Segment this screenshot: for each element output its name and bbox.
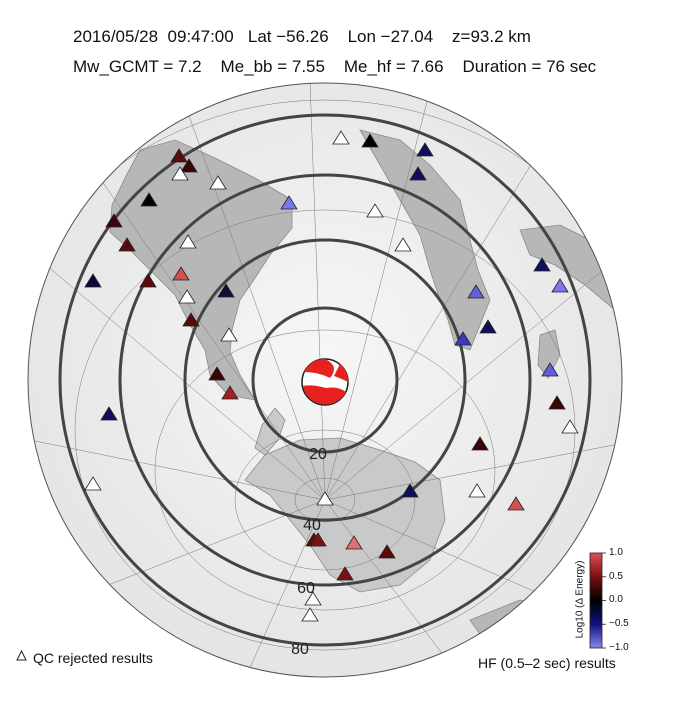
station-triangle-icon xyxy=(170,148,188,163)
station-triangle-icon xyxy=(179,234,197,249)
station-triangle-icon xyxy=(409,166,427,181)
station-triangle-icon xyxy=(180,158,198,173)
station-triangle-icon xyxy=(454,331,472,346)
station-triangle-icon xyxy=(172,266,190,281)
colorbar-tick: 1.0 xyxy=(609,547,623,558)
station-triangle-icon xyxy=(84,476,102,491)
ring-label-60: 60 xyxy=(297,580,315,597)
station-triangle-icon xyxy=(220,327,238,342)
station-triangle-icon xyxy=(366,203,384,218)
station-triangle-icon xyxy=(541,362,559,377)
station-triangle-icon xyxy=(280,195,298,210)
stations-layer xyxy=(84,130,579,622)
station-triangle-icon xyxy=(394,237,412,252)
station-triangle-icon xyxy=(345,535,363,550)
station-triangle-icon xyxy=(118,237,136,252)
station-triangle-icon xyxy=(140,192,158,207)
qc-legend-triangle-icon xyxy=(16,649,27,661)
ring-40 xyxy=(183,238,467,522)
colorbar-title: Log10 (Δ Energy) xyxy=(574,560,586,639)
hf-results-label: HF (0.5–2 sec) results xyxy=(478,655,616,671)
station-triangle-icon xyxy=(401,483,419,498)
station-triangle-icon xyxy=(105,213,123,228)
ring-80 xyxy=(58,113,592,647)
station-triangle-icon xyxy=(100,406,118,421)
station-triangle-icon xyxy=(361,133,379,148)
station-triangle-icon xyxy=(208,366,226,381)
ring-20 xyxy=(251,306,399,454)
station-triangle-icon xyxy=(217,283,235,298)
station-triangle-icon xyxy=(551,278,569,293)
globe-outline xyxy=(27,82,623,678)
ring-label-20: 20 xyxy=(309,446,327,463)
event-header-line2: Mw_GCMT = 7.2 Me_bb = 7.55 Me_hf = 7.66 … xyxy=(73,57,597,76)
station-triangle-icon xyxy=(507,496,525,511)
station-triangle-icon xyxy=(316,491,334,506)
land-madagascar xyxy=(537,329,561,379)
station-triangle-icon xyxy=(471,436,489,451)
station-triangle-icon xyxy=(178,289,196,304)
station-triangle-icon xyxy=(416,142,434,157)
colorbar xyxy=(589,552,603,649)
beachball-icon xyxy=(301,358,349,406)
colorbar-tick: 0.5 xyxy=(609,571,623,582)
station-triangle-icon xyxy=(304,591,322,606)
station-triangle-icon xyxy=(548,395,566,410)
ring-label-40: 40 xyxy=(303,517,321,534)
colorbar-tick: 0.0 xyxy=(609,594,623,605)
station-triangle-icon xyxy=(467,284,485,299)
event-header-line1: 2016/05/28 09:47:00 Lat −56.26 Lon −27.0… xyxy=(73,27,531,46)
station-triangle-icon xyxy=(182,312,200,327)
station-triangle-icon xyxy=(139,273,157,288)
station-triangle-icon xyxy=(309,532,327,547)
station-triangle-icon xyxy=(479,319,497,334)
station-triangle-icon xyxy=(84,273,102,288)
station-triangle-icon xyxy=(561,419,579,434)
station-triangle-icon xyxy=(171,166,189,181)
station-triangle-icon xyxy=(209,175,227,190)
ring-60 xyxy=(118,173,532,587)
station-triangle-icon xyxy=(336,566,354,581)
qc-legend-label: QC rejected results xyxy=(33,650,153,666)
station-triangle-icon xyxy=(378,544,396,559)
distance-rings xyxy=(58,113,592,647)
station-triangle-icon xyxy=(221,385,239,400)
colorbar-tick: −1.0 xyxy=(609,642,629,653)
ring-label-80: 80 xyxy=(291,641,309,658)
station-triangle-icon xyxy=(533,257,551,272)
station-triangle-icon xyxy=(468,483,486,498)
colorbar-tick: −0.5 xyxy=(609,618,629,629)
station-triangle-icon xyxy=(332,130,350,145)
station-triangle-icon xyxy=(301,607,319,622)
